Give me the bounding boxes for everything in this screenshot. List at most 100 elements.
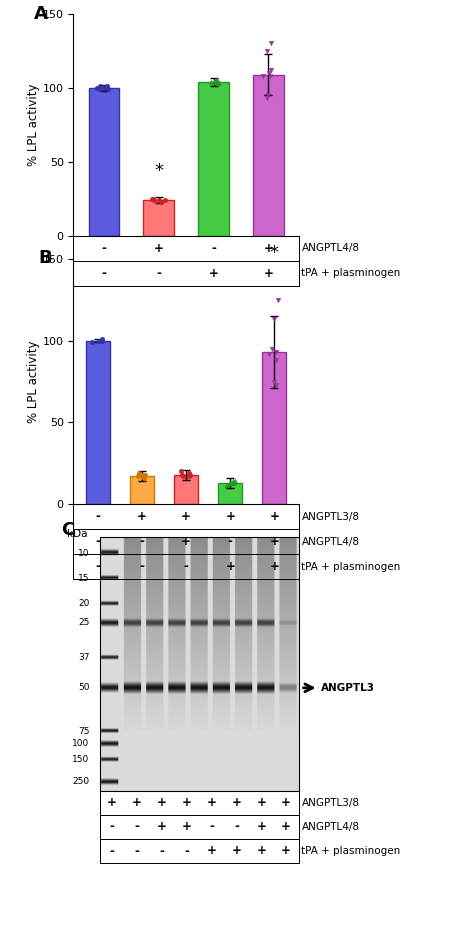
Text: -: - [139,535,145,549]
Text: +: + [269,535,279,549]
Point [148,191,155,206]
Point [141,467,149,482]
Point [267,63,274,78]
Bar [262,352,286,504]
Point [272,345,280,360]
Point [96,333,104,348]
Point [177,464,184,479]
Text: kDa: kDa [67,529,87,539]
Text: +: + [207,845,217,857]
Point [140,471,147,486]
Text: -: - [135,820,139,833]
Text: -: - [183,560,189,574]
Point [186,467,194,482]
Text: tPA + plasminogen: tPA + plasminogen [301,846,401,856]
Text: A: A [34,5,48,23]
Point [216,76,223,91]
Text: -: - [159,845,164,857]
Point [137,469,144,484]
Text: ANGPTL3/8: ANGPTL3/8 [301,512,359,522]
Point [157,194,165,209]
Point [93,80,100,95]
Point [207,75,214,90]
Text: +: + [181,510,191,524]
Point [268,341,275,356]
Point [178,467,185,482]
Text: 25: 25 [78,619,90,627]
Text: -: - [101,241,106,255]
Text: +: + [182,796,191,809]
Text: -: - [209,820,214,833]
Text: 50: 50 [78,684,90,692]
Point [213,73,220,88]
Text: +: + [231,796,241,809]
Text: B: B [38,249,52,267]
Text: +: + [107,796,117,809]
Text: ANGPTL3/8: ANGPTL3/8 [301,798,359,808]
Point [214,76,222,91]
Point [264,88,272,103]
Bar [253,75,283,236]
Point [104,82,111,97]
Text: -: - [95,535,100,549]
Bar [144,201,173,236]
Text: -: - [95,510,100,524]
Text: -: - [101,266,106,280]
Text: -: - [109,845,114,857]
Text: +: + [231,845,241,857]
Point [227,475,235,490]
Point [270,312,278,327]
Point [226,475,234,490]
Text: -: - [228,535,233,549]
Text: 37: 37 [78,653,90,661]
Text: +: + [269,560,279,574]
Point [95,333,102,348]
Point [155,193,163,208]
Point [263,43,270,58]
Point [102,80,109,95]
Bar [218,483,242,504]
Text: +: + [225,510,235,524]
Text: +: + [181,535,191,549]
Point [138,467,146,482]
Point [89,335,96,350]
Point [265,66,273,80]
Text: *: * [154,162,163,179]
Point [224,477,231,492]
Text: +: + [281,796,291,809]
Text: -: - [156,266,161,280]
Text: ANGPTL4/8: ANGPTL4/8 [301,243,359,253]
Point [223,477,230,492]
Point [98,333,105,348]
Point [272,353,280,368]
Point [264,91,271,105]
Point [271,374,278,388]
Text: tPA + plasminogen: tPA + plasminogen [301,268,401,278]
Text: C: C [61,521,74,539]
Text: 75: 75 [78,727,90,735]
Text: +: + [137,510,147,524]
Text: +: + [225,560,235,574]
Text: +: + [209,266,219,280]
Bar [130,476,154,504]
Point [179,469,187,484]
Text: +: + [207,796,217,809]
Point [185,469,193,484]
Bar [86,340,110,504]
Text: +: + [154,241,164,255]
Text: +: + [269,510,279,524]
Point [266,68,274,83]
Point [229,474,237,488]
Text: 250: 250 [73,778,90,786]
Point [96,79,103,93]
Text: +: + [281,845,291,857]
Point [135,469,142,484]
Text: -: - [234,820,239,833]
Point [265,346,273,361]
Text: +: + [264,241,273,255]
Text: tPA + plasminogen: tPA + plasminogen [301,561,401,572]
Point [273,377,280,392]
Text: 100: 100 [73,739,90,748]
Text: ANGPTL4/8: ANGPTL4/8 [301,536,359,547]
Point [100,80,108,95]
